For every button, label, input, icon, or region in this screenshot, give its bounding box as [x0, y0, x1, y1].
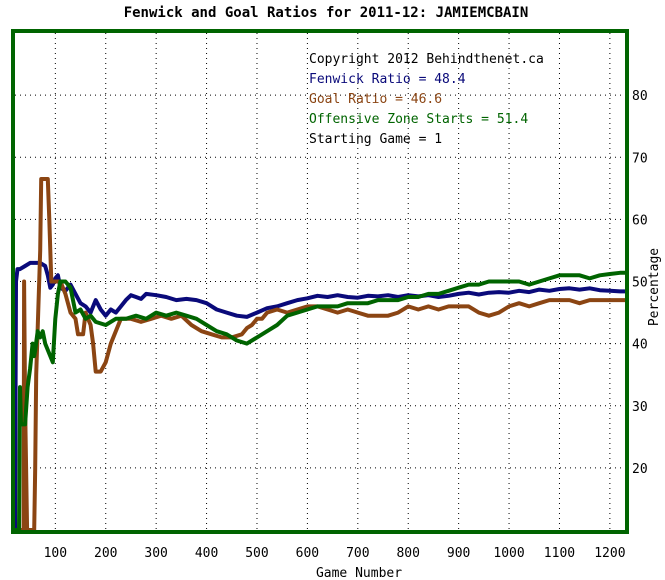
- plot-frame: [11, 29, 629, 534]
- series-lines: [13, 177, 625, 532]
- x-tick-label: 100: [44, 546, 67, 561]
- starting-game-annotation: Starting Game = 1: [309, 132, 442, 147]
- y-tick-label: 30: [632, 400, 648, 415]
- x-tick-label: 200: [94, 546, 117, 561]
- y-tick-label: 40: [632, 338, 648, 353]
- y-tick-label: 70: [632, 151, 648, 166]
- y-tick-label: 80: [632, 89, 648, 104]
- goal-ratio-line: [15, 177, 625, 532]
- x-tick-label: 900: [447, 546, 470, 561]
- copyright-annotation: Copyright 2012 Behindthenet.ca: [309, 52, 544, 67]
- legend-ozone: Offensive Zone Starts = 51.4: [309, 112, 528, 127]
- x-tick-label: 800: [396, 546, 419, 561]
- legend-fenwick: Fenwick Ratio = 48.4: [309, 72, 466, 87]
- x-tick-label: 700: [346, 546, 369, 561]
- y-tick-label: 20: [632, 462, 648, 477]
- x-tick-label: 1100: [544, 546, 575, 561]
- x-tick-label: 1000: [493, 546, 524, 561]
- ozone-starts-line: [15, 270, 625, 532]
- y-tick-label: 60: [632, 213, 648, 228]
- y-axis-label: Percentage: [647, 248, 662, 326]
- y-tick-label: 50: [632, 276, 648, 291]
- grid: [15, 33, 625, 530]
- x-tick-label: 1200: [594, 546, 625, 561]
- legend-goal: Goal Ratio = 46.6: [309, 92, 442, 107]
- x-tick-label: 400: [195, 546, 218, 561]
- chart-title: Fenwick and Goal Ratios for 2011-12: JAM…: [124, 5, 529, 21]
- legend: Copyright 2012 Behindthenet.ca Fenwick R…: [309, 52, 544, 147]
- y-tick-labels: 20 30 40 50 60 70 80: [632, 89, 648, 477]
- x-axis-label: Game Number: [316, 566, 402, 580]
- x-tick-label: 300: [144, 546, 167, 561]
- x-tick-labels: 100 200 300 400 500 600 700 800 900 1000 1100 1200: [44, 546, 626, 561]
- x-tick-label: 500: [245, 546, 268, 561]
- x-tick-label: 600: [296, 546, 319, 561]
